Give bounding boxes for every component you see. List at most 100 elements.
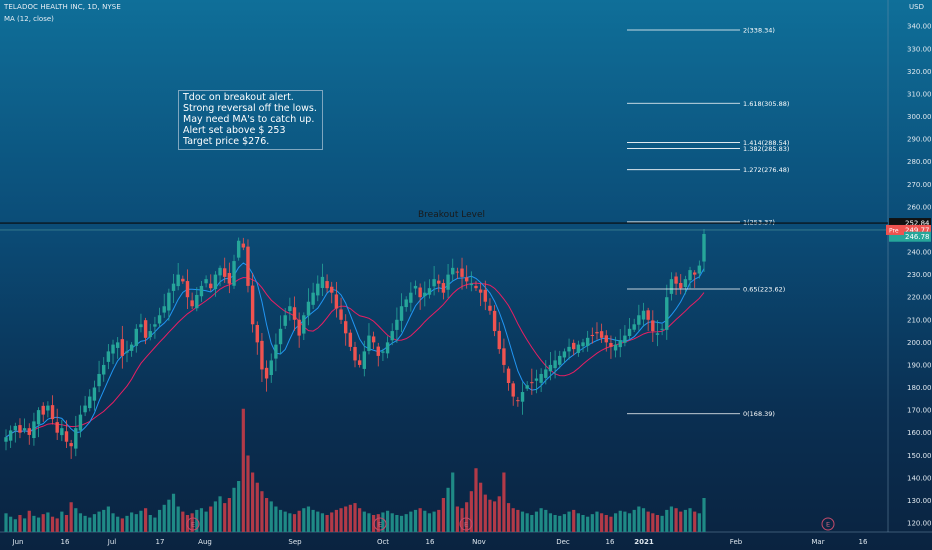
- candle-body: [102, 364, 106, 375]
- volume-bar: [204, 511, 208, 532]
- x-tick-label: 16: [859, 538, 868, 546]
- candle-body: [83, 405, 87, 413]
- y-tick-label: 310.00: [907, 90, 932, 98]
- volume-bar: [325, 515, 329, 532]
- volume-bar: [348, 504, 352, 532]
- candle-body: [599, 331, 604, 338]
- candle-body: [567, 346, 571, 352]
- volume-bar: [674, 508, 678, 532]
- x-tick-label: 16: [61, 538, 70, 546]
- volume-bar: [92, 514, 97, 532]
- volume-bar: [237, 481, 241, 532]
- candle-body: [18, 425, 22, 433]
- candle-body: [334, 294, 339, 309]
- volume-bar: [195, 509, 199, 532]
- candle-body: [157, 315, 162, 324]
- y-tick-label: 230.00: [907, 271, 932, 279]
- x-tick-label: 2021: [634, 538, 654, 546]
- volume-bar: [660, 515, 664, 532]
- candle-body: [283, 315, 287, 326]
- volume-bar: [399, 515, 404, 532]
- volume-bar: [600, 513, 604, 532]
- candle-body: [199, 285, 204, 297]
- candle-body: [474, 285, 478, 289]
- volume-bar: [134, 514, 138, 532]
- candle-body: [236, 240, 241, 258]
- candle-body: [362, 351, 367, 369]
- y-tick-label: 210.00: [907, 316, 932, 324]
- candle-body: [120, 339, 125, 356]
- candle-body: [204, 279, 208, 284]
- volume-bar: [385, 510, 390, 532]
- volume-bar: [553, 515, 557, 532]
- candle-body: [655, 333, 660, 335]
- candle-body: [311, 292, 315, 305]
- y-tick-label: 270.00: [907, 181, 932, 189]
- earnings-marker-label: E: [191, 521, 195, 529]
- volume-bar: [311, 509, 315, 532]
- chart-title: TELADOC HEALTH INC, 1D, NYSE: [4, 3, 121, 11]
- volume-bar: [55, 518, 59, 532]
- candle-body: [125, 351, 129, 353]
- volume-bar: [404, 514, 408, 532]
- candle-body: [516, 400, 520, 402]
- candle-body: [260, 340, 264, 370]
- candle-body: [581, 342, 585, 347]
- volume-bar: [32, 515, 36, 532]
- volume-bar: [502, 472, 506, 532]
- candle-body: [553, 360, 557, 369]
- volume-bar: [97, 511, 101, 532]
- candle-body: [97, 373, 101, 387]
- volume-bar: [4, 513, 8, 532]
- volume-bar: [246, 455, 250, 532]
- volume-bar: [525, 513, 529, 532]
- candle-body: [8, 430, 13, 441]
- candle-body: [641, 310, 646, 320]
- earnings-marker-icon: [821, 517, 835, 531]
- y-tick-label: 260.00: [907, 203, 932, 211]
- volume-bar: [367, 513, 371, 532]
- candle-body: [534, 378, 539, 381]
- candle-body: [618, 340, 622, 348]
- volume-bar: [148, 515, 152, 532]
- x-tick-label: Aug: [198, 538, 212, 546]
- candle-body: [697, 265, 702, 274]
- fib-level-label: 1(253.37): [743, 218, 775, 226]
- volume-bar: [288, 513, 292, 532]
- candle-body: [413, 285, 418, 289]
- candle-body: [409, 292, 413, 303]
- annotation-line: Tdoc on breakout alert.: [183, 92, 294, 103]
- candle-body: [181, 278, 185, 282]
- volume-bar: [595, 511, 599, 532]
- candle-body: [60, 428, 64, 436]
- candle-body: [246, 246, 250, 286]
- volume-bar: [669, 506, 674, 532]
- volume-bar: [469, 491, 473, 532]
- volume-bar: [88, 517, 92, 532]
- candle-body: [544, 369, 548, 378]
- fib-level-label: 1.382(285.83): [743, 145, 789, 153]
- volume-bar: [702, 498, 706, 532]
- candle-body: [395, 319, 399, 330]
- annotation-box[interactable]: Tdoc on breakout alert. Strong reversal …: [178, 90, 323, 150]
- volume-bar: [455, 506, 459, 532]
- volume-bar: [69, 502, 73, 532]
- fib-level-label: 0(168.39): [743, 410, 775, 418]
- price-label-text: 249.77: [905, 226, 930, 234]
- volume-bar: [497, 496, 501, 532]
- volume-bar: [269, 501, 273, 532]
- volume-bar: [162, 504, 166, 532]
- candle-body: [74, 428, 78, 449]
- candle-body: [702, 233, 706, 262]
- candle-body: [399, 306, 404, 321]
- candle-body: [306, 301, 311, 316]
- x-tick-label: Oct: [377, 538, 389, 546]
- candle-body: [227, 272, 232, 284]
- volume-bar: [9, 516, 13, 532]
- volume-bar: [423, 510, 427, 532]
- candle-body: [162, 306, 166, 313]
- earnings-marker-icon: [186, 517, 200, 531]
- volume-bar: [665, 509, 669, 532]
